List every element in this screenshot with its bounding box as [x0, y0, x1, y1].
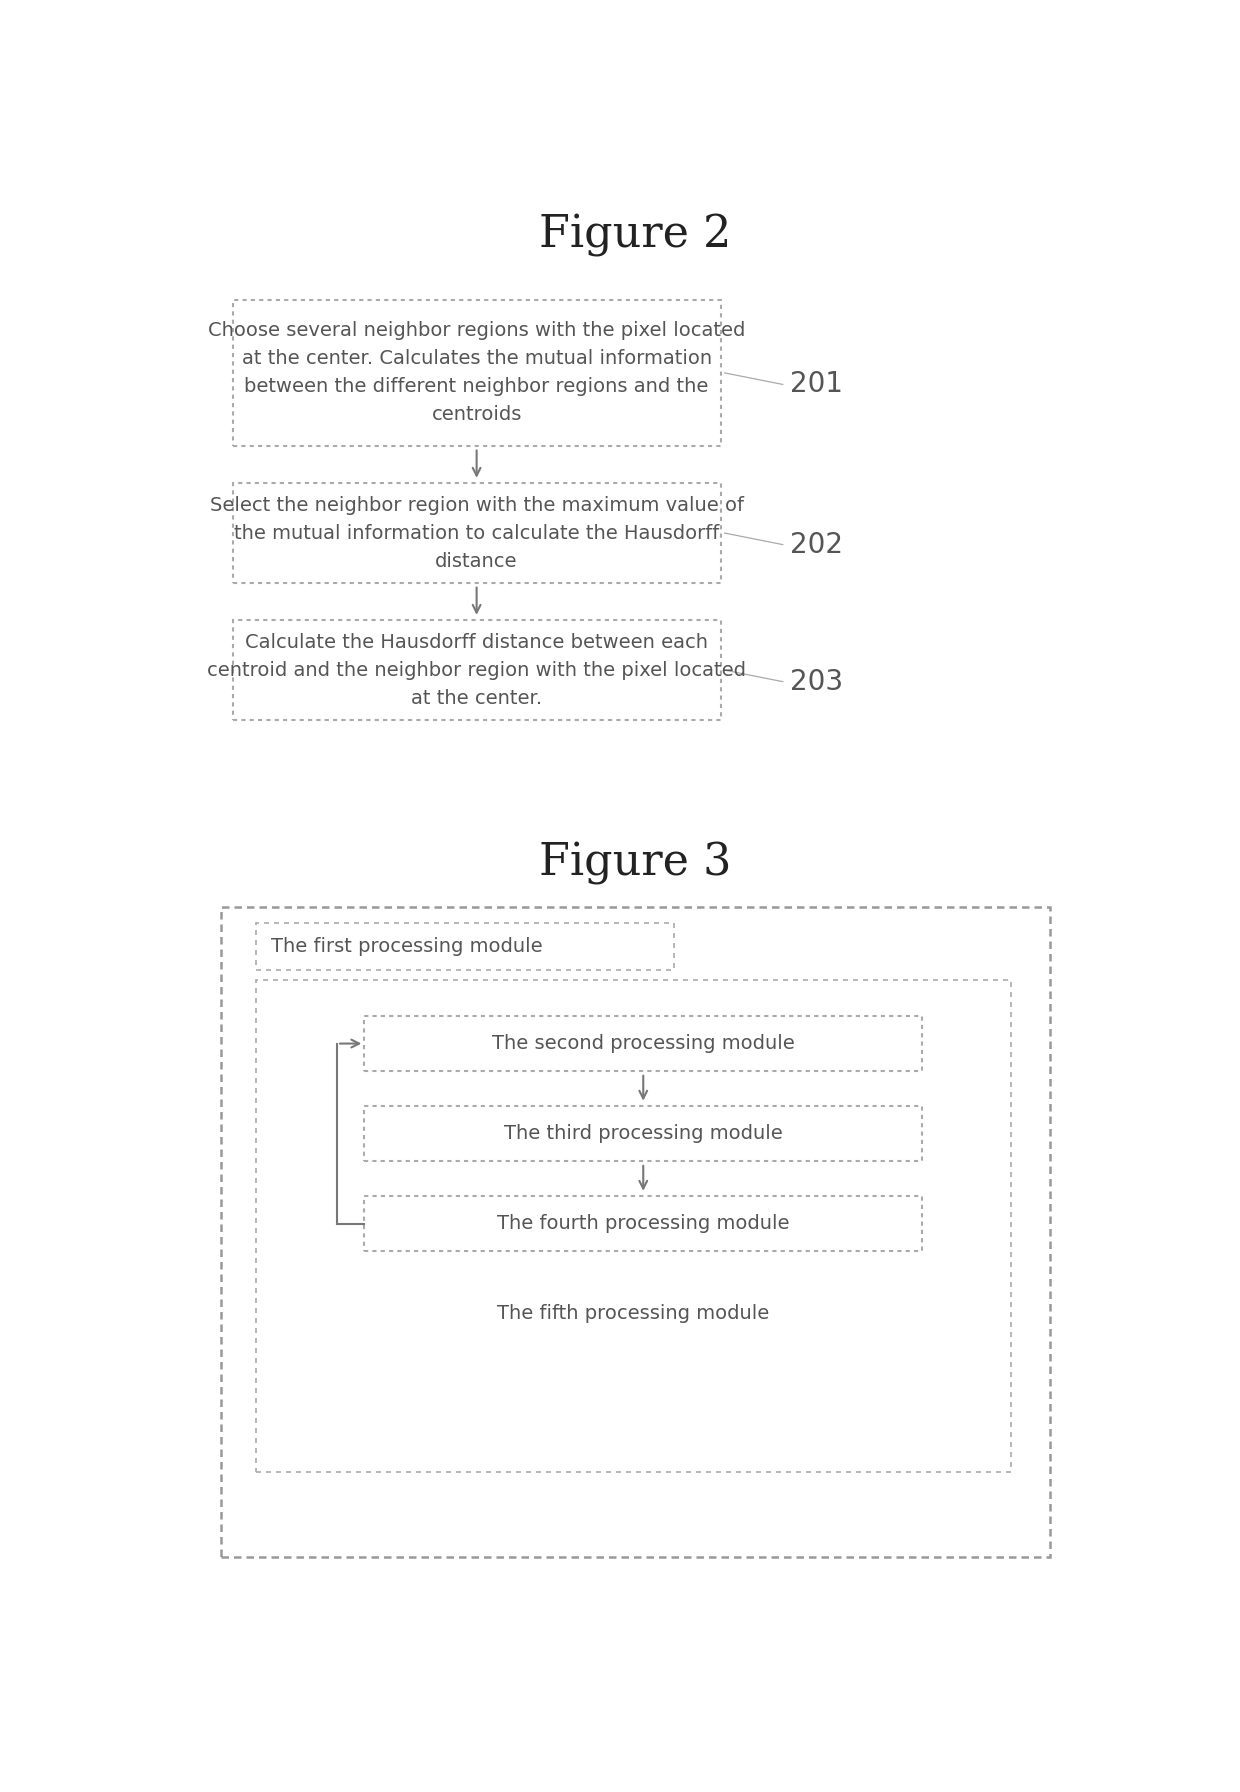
Text: Calculate the Hausdorff distance between each
centroid and the neighbor region w: Calculate the Hausdorff distance between…: [207, 633, 746, 708]
Text: The third processing module: The third processing module: [503, 1124, 782, 1143]
Text: Choose several neighbor regions with the pixel located
at the center. Calculates: Choose several neighbor regions with the…: [208, 321, 745, 425]
Text: The fifth processing module: The fifth processing module: [497, 1303, 770, 1322]
Bar: [233, 484, 720, 582]
Bar: [365, 1016, 923, 1072]
Text: 201: 201: [791, 371, 843, 398]
Text: Figure 2: Figure 2: [539, 215, 732, 258]
Text: The first processing module: The first processing module: [272, 937, 543, 957]
Text: The second processing module: The second processing module: [492, 1034, 795, 1054]
Text: Figure 3: Figure 3: [539, 842, 732, 885]
Bar: [255, 923, 675, 969]
Text: 203: 203: [791, 668, 843, 695]
Bar: [233, 620, 720, 720]
Bar: [255, 980, 1012, 1473]
Text: The fourth processing module: The fourth processing module: [497, 1215, 790, 1233]
Bar: [365, 1195, 923, 1251]
Bar: [221, 907, 1050, 1557]
Bar: [365, 1106, 923, 1161]
Bar: [233, 299, 720, 446]
Text: Select the neighbor region with the maximum value of
the mutual information to c: Select the neighbor region with the maxi…: [210, 496, 744, 570]
Text: 202: 202: [791, 530, 843, 559]
